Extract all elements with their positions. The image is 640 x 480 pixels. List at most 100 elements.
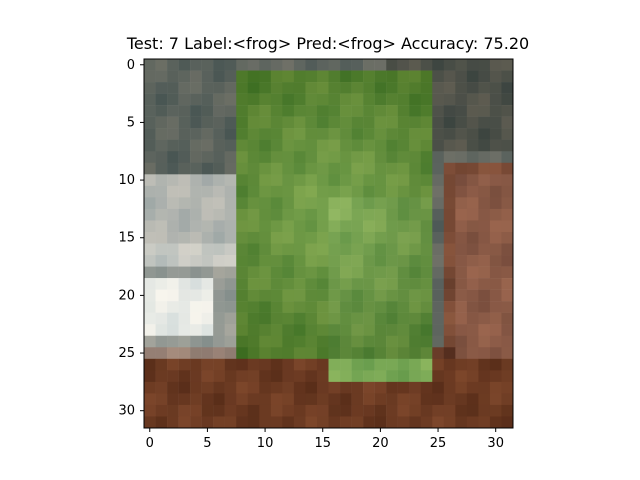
pixel-cell-18-4 <box>351 105 364 117</box>
pixel-cell-2-3 <box>167 93 179 106</box>
pixel-cell-14-14 <box>305 220 318 233</box>
pixel-cell-29-26 <box>478 358 491 371</box>
pixel-cell-14-15 <box>305 231 318 244</box>
pixel-cell-14-23 <box>305 324 318 336</box>
pixel-cell-17-10 <box>340 174 352 187</box>
pixel-cell-22-22 <box>397 312 410 325</box>
pixel-cell-11-25 <box>270 347 283 360</box>
x-tick-label-25: 25 <box>430 436 447 451</box>
pixel-cell-12-13 <box>282 208 295 221</box>
pixel-cell-1-25 <box>155 347 168 360</box>
pixel-cell-11-7 <box>270 139 283 152</box>
pixel-cell-7-25 <box>224 347 237 360</box>
pixel-cell-23-8 <box>409 151 421 164</box>
pixel-cell-13-8 <box>293 151 306 164</box>
pixel-cell-29-8 <box>478 151 491 164</box>
pixel-cell-15-0 <box>316 59 329 71</box>
pixel-cell-20-29 <box>374 393 387 406</box>
pixel-cell-8-4 <box>236 105 249 117</box>
pixel-cell-14-9 <box>305 162 318 175</box>
pixel-cell-15-30 <box>316 404 329 417</box>
pixel-cell-24-25 <box>420 347 433 360</box>
pixel-cell-4-28 <box>190 381 202 394</box>
pixel-cell-14-18 <box>305 266 318 279</box>
pixel-cell-31-19 <box>501 278 514 290</box>
pixel-cell-2-25 <box>167 347 179 360</box>
pixel-cell-0-18 <box>144 266 156 279</box>
pixel-cell-22-6 <box>397 128 410 140</box>
pixel-cell-21-13 <box>386 208 398 221</box>
pixel-cell-13-12 <box>293 197 306 210</box>
pixel-cell-1-14 <box>155 220 168 233</box>
pixel-cell-9-23 <box>247 324 260 336</box>
pixel-cell-3-0 <box>178 59 191 71</box>
pixel-cell-3-24 <box>178 335 191 348</box>
pixel-cell-4-20 <box>190 289 202 302</box>
pixel-cell-19-6 <box>363 128 375 140</box>
pixel-cell-25-7 <box>432 139 445 152</box>
pixel-cell-21-11 <box>386 185 398 198</box>
pixel-cell-17-22 <box>340 312 352 325</box>
pixel-cell-3-20 <box>178 289 191 302</box>
pixel-cell-17-0 <box>340 59 352 71</box>
pixel-cell-16-11 <box>328 185 341 198</box>
pixel-cell-26-2 <box>443 82 456 94</box>
pixel-cell-23-0 <box>409 59 421 71</box>
pixel-cell-4-8 <box>190 151 202 164</box>
pixel-cell-31-31 <box>501 416 514 429</box>
pixel-cell-14-11 <box>305 185 318 198</box>
pixel-cell-26-3 <box>443 93 456 106</box>
pixel-cell-18-17 <box>351 255 364 267</box>
pixel-cell-20-28 <box>374 381 387 394</box>
pixel-cell-17-29 <box>340 393 352 406</box>
pixel-cell-18-11 <box>351 185 364 198</box>
pixel-cell-29-29 <box>478 393 491 406</box>
pixel-cell-24-29 <box>420 393 433 406</box>
pixel-cell-8-25 <box>236 347 249 360</box>
pixel-cell-2-8 <box>167 151 179 164</box>
pixel-cell-5-19 <box>201 278 214 290</box>
pixel-cell-28-30 <box>466 404 479 417</box>
pixel-cell-3-1 <box>178 70 191 83</box>
pixel-cell-17-16 <box>340 243 352 256</box>
pixel-cell-29-25 <box>478 347 491 360</box>
pixel-cell-16-6 <box>328 128 341 140</box>
pixel-cell-2-29 <box>167 393 179 406</box>
pixel-cell-22-15 <box>397 231 410 244</box>
pixel-cell-5-4 <box>201 105 214 117</box>
pixel-cell-21-7 <box>386 139 398 152</box>
pixel-cell-13-20 <box>293 289 306 302</box>
axes: 0 5 10 15 20 25 30 0 5 10 15 20 25 30 <box>118 58 514 451</box>
pixel-cell-3-4 <box>178 105 191 117</box>
pixel-cell-20-19 <box>374 278 387 290</box>
pixel-cell-7-11 <box>224 185 237 198</box>
pixel-cell-26-0 <box>443 59 456 71</box>
pixel-cell-9-26 <box>247 358 260 371</box>
pixel-cell-5-17 <box>201 255 214 267</box>
pixel-cell-16-5 <box>328 116 341 129</box>
pixel-cell-6-12 <box>213 197 225 210</box>
pixel-cell-5-13 <box>201 208 214 221</box>
pixel-cell-9-18 <box>247 266 260 279</box>
pixel-cell-6-0 <box>213 59 225 71</box>
pixel-cell-30-19 <box>489 278 502 290</box>
pixel-cell-27-2 <box>455 82 468 94</box>
pixel-cell-2-2 <box>167 82 179 94</box>
pixel-cell-29-9 <box>478 162 491 175</box>
pixel-cell-14-0 <box>305 59 318 71</box>
pixel-cell-31-4 <box>501 105 514 117</box>
pixel-cell-15-6 <box>316 128 329 140</box>
y-tick-label-0: 0 <box>127 58 135 73</box>
pixel-cell-23-31 <box>409 416 421 429</box>
pixel-cell-7-0 <box>224 59 237 71</box>
pixel-cell-12-19 <box>282 278 295 290</box>
pixel-cell-27-17 <box>455 255 468 267</box>
pixel-cell-20-10 <box>374 174 387 187</box>
pixel-cell-4-29 <box>190 393 202 406</box>
pixel-cell-27-30 <box>455 404 468 417</box>
pixel-cell-16-25 <box>328 347 341 360</box>
pixel-cell-18-13 <box>351 208 364 221</box>
pixel-cell-11-28 <box>270 381 283 394</box>
pixel-cell-10-21 <box>259 301 272 313</box>
pixel-cell-2-7 <box>167 139 179 152</box>
